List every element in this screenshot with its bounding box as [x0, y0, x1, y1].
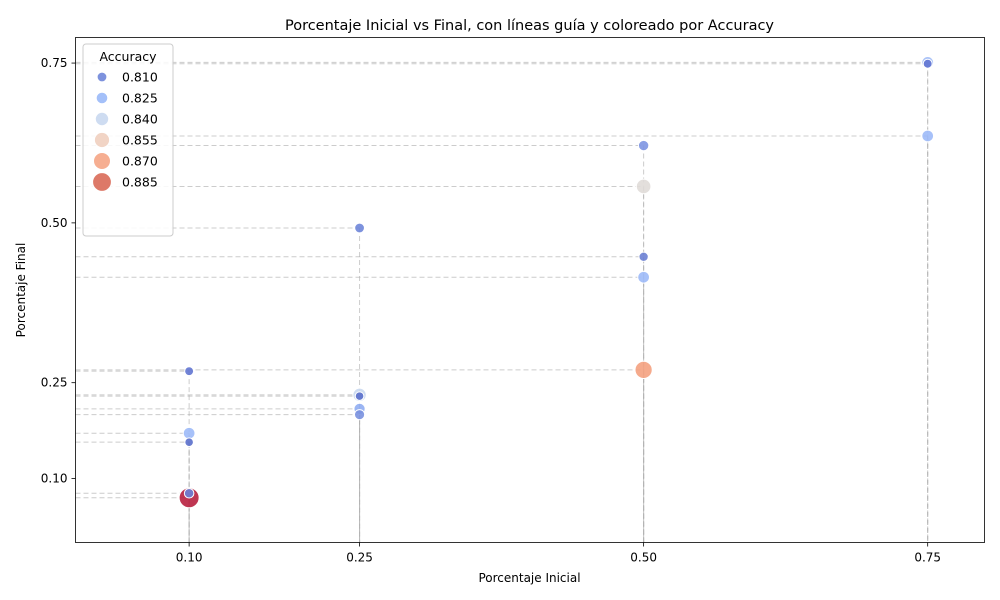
legend-label: 0.885	[122, 175, 158, 190]
x-axis-ticks: 0.10 0.25 0.50 0.75	[176, 542, 941, 565]
data-point	[354, 391, 365, 401]
legend-marker	[93, 152, 111, 170]
legend-marker	[93, 131, 111, 149]
y-tick-label: 0.75	[41, 56, 68, 70]
x-tick-label: 0.25	[346, 551, 373, 565]
legend-label: 0.870	[122, 154, 158, 169]
data-point	[182, 426, 196, 440]
x-tick-label: 0.75	[914, 551, 941, 565]
data-points	[178, 56, 935, 509]
data-point	[184, 366, 195, 377]
chart-title: Porcentaje Inicial vs Final, con líneas …	[285, 18, 774, 34]
data-point	[354, 222, 365, 234]
legend-marker	[92, 172, 112, 192]
data-point	[922, 58, 933, 69]
x-tick-label: 0.10	[176, 551, 203, 565]
y-tick-label: 0.10	[41, 472, 68, 486]
y-axis-ticks: 0.10 0.25 0.50 0.75	[41, 56, 76, 486]
data-point	[637, 139, 650, 152]
legend: Accuracy 0.810 0.825 0.840 0.855 0.870 0.885	[82, 43, 174, 237]
x-tick-label: 0.50	[630, 551, 657, 565]
legend-title: Accuracy	[99, 49, 157, 64]
data-point	[353, 409, 366, 421]
data-point	[635, 178, 652, 195]
legend-label: 0.840	[122, 112, 158, 127]
legend-entries: 0.810 0.825 0.840 0.855 0.870 0.885	[92, 70, 158, 192]
data-point	[184, 437, 194, 447]
data-point	[921, 129, 935, 143]
y-tick-label: 0.50	[41, 216, 68, 230]
plot-frame	[75, 37, 985, 543]
legend-label: 0.825	[122, 91, 158, 106]
guide-lines	[75, 61, 929, 543]
legend-label: 0.855	[122, 133, 158, 148]
data-point	[637, 270, 650, 284]
legend-marker	[95, 91, 109, 105]
legend-marker	[94, 111, 110, 127]
data-point	[634, 360, 653, 380]
y-axis-label: Porcentaje Final	[14, 243, 28, 338]
y-tick-label: 0.25	[41, 376, 68, 390]
x-axis-label: Porcentaje Inicial	[478, 571, 580, 585]
legend-label: 0.810	[122, 70, 158, 85]
legend-marker	[96, 71, 108, 83]
data-point	[638, 251, 649, 262]
data-point	[183, 487, 195, 499]
